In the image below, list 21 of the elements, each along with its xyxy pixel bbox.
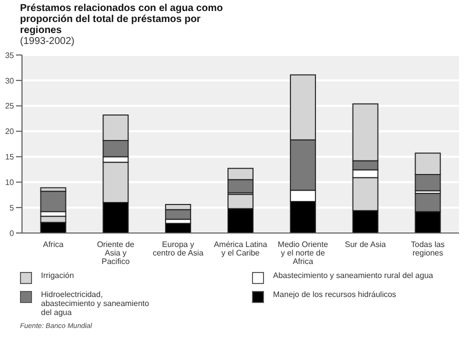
x-tick-label: Africa [42, 240, 64, 249]
legend-label: Hidroelectricidad, abastecimiento y saneamiento del agua [41, 290, 150, 317]
y-tick-label: 30 [5, 76, 15, 86]
chart-subtitle: (1993-2002) [20, 36, 76, 47]
legend-label: Manejo de los recursos hidráulicos [273, 290, 396, 299]
chart-title: Préstamos relacionados con el agua como proporción del total de préstamos por regiones [20, 3, 224, 36]
y-tick-label: 0 [10, 228, 15, 238]
x-tick-label: América Latina y el Caribe [214, 240, 268, 258]
y-tick-label: 20 [5, 127, 15, 136]
x-tick-label: Medio Oriente y el norte de Africa [278, 240, 329, 266]
x-tick-label: Oriente de Asia y Pacifico [96, 240, 135, 266]
x-tick-label: Sur de Asia [344, 240, 386, 249]
legend-label: Irrigación [41, 271, 74, 280]
legend-label: Abastecimiento y saneamiento rural del agua [273, 271, 434, 280]
x-tick-label: Europa y centro de Asia [152, 240, 204, 258]
y-tick-label: 10 [5, 178, 15, 187]
y-tick-label: 5 [10, 203, 15, 212]
x-tick-label: Todas las regiones [410, 240, 445, 258]
y-tick-label: 15 [5, 152, 15, 162]
y-tick-label: 25 [5, 102, 15, 111]
y-tick-label: 35 [5, 50, 15, 60]
